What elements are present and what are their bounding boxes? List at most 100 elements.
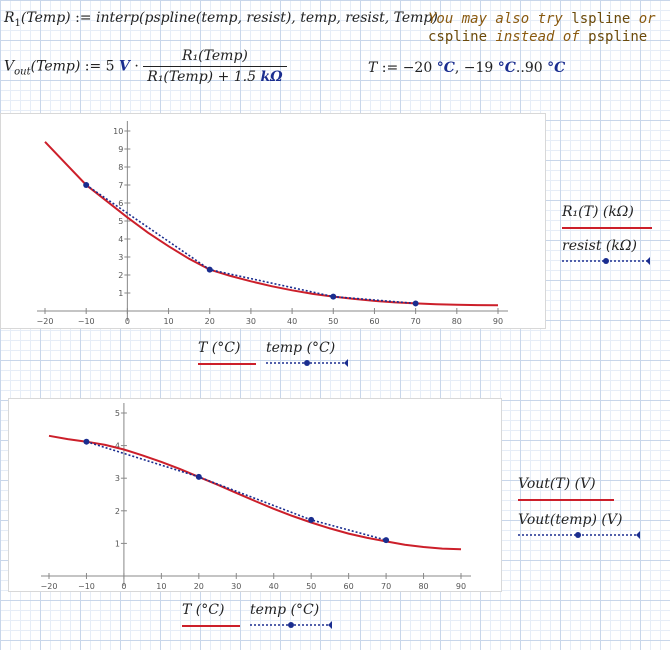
spline-note[interactable]: You may also try lspline or cspline inst…: [428, 10, 656, 46]
range-step: −19: [463, 60, 494, 76]
plot2-legend-item-temp: temp (°C): [250, 602, 334, 634]
note-code-pspline: pspline: [588, 29, 648, 45]
range-definition[interactable]: T := −20 °C, −19 °C..90 °C: [368, 60, 566, 76]
plot2-x-tick-label: 20: [194, 582, 204, 591]
vout-plot[interactable]: −20 −10 0 10 20 30 40 50 60 70 80 90 1 2 3 4 5: [8, 398, 502, 592]
plot2-legend-label-T: T (°C): [182, 602, 225, 618]
plot1-data-point: [412, 300, 419, 307]
range-start-unit: °C: [436, 60, 455, 76]
plot1-legend-item-temp: temp (°C): [266, 340, 350, 372]
r1-lhs-sub: 1: [14, 17, 21, 29]
plot2-data-point: [383, 537, 390, 544]
plot1-x-tick-label: 0: [125, 317, 130, 326]
range-end-unit: °C: [547, 60, 566, 76]
plot2-legend-item-vout-T: Vout(T) (V): [518, 476, 614, 508]
vout-lhs-sub: out: [14, 66, 31, 78]
resistance-plot-svg: −20 −10 0 10 20 30 40 50 60 70 80 90 1 2 3 4 5 6 7 8 9 10: [37, 121, 508, 326]
plot2-data-point: [83, 438, 90, 445]
plot2-y-tick-label: 4: [115, 442, 120, 451]
plot1-y-tick-label: 10: [113, 127, 123, 136]
plot2-y-tick-label: 2: [115, 507, 120, 516]
plot1-x-tick-label: 50: [328, 317, 338, 326]
plot2-x-tick-label: 30: [231, 582, 241, 591]
plot1-legend-bottom: T (°C) temp (°C): [194, 340, 354, 374]
plot2-x-tick-label: 60: [344, 582, 354, 591]
vout-lhs: V: [4, 58, 15, 75]
plot2-legend-bottom: T (°C) temp (°C): [178, 602, 338, 636]
plot1-y-tick-label: 4: [118, 235, 123, 244]
vout-denominator: R₁(Temp) + 1.5: [147, 69, 257, 85]
plot2-data-point: [195, 473, 202, 480]
plot2-series-curve: [48, 434, 462, 551]
note-code-cspline: cspline: [428, 29, 488, 45]
resistance-plot[interactable]: −20 −10 0 10 20 30 40 50 60 70 80 90 1 2 3 4 5 6 7 8 9 10: [0, 113, 546, 329]
plot2-x-tick-label: 70: [381, 582, 391, 591]
plot1-x-tick-label: 70: [411, 317, 421, 326]
plot1-x-tick-label: 90: [493, 317, 503, 326]
plot1-legend-label-temp: temp (°C): [266, 340, 336, 356]
vout-numerator: R₁(Temp): [143, 48, 287, 67]
plot1-data-point: [206, 266, 213, 273]
range-end: 90: [524, 60, 543, 76]
plot2-legend-right: Vout(T) (V) Vout(temp) (V): [514, 476, 644, 546]
r1-lhs-arg: (Temp): [20, 10, 71, 26]
plot2-y-tick-label: 1: [115, 539, 120, 548]
plot2-legend-label-vout-temp: Vout(temp) (V): [518, 512, 623, 528]
plot1-x-tick-label: 20: [205, 317, 215, 326]
plot1-data-point: [330, 293, 337, 300]
plot2-legend-swatch-solid: [518, 499, 614, 501]
plot1-legend-swatch-dotted: [562, 257, 650, 265]
note-text-1: You may also try: [428, 11, 572, 27]
note-text-3: instead of: [487, 29, 589, 45]
plot1-legend-label-resist: resist (kΩ): [562, 238, 637, 254]
plot1-y-tick-label: 2: [118, 271, 123, 280]
plot1-x-tick-label: −20: [37, 317, 54, 326]
plot2-x-tick-label: 80: [418, 582, 428, 591]
plot1-y-tick-label: 5: [118, 217, 123, 226]
range-assign: :=: [381, 60, 399, 76]
plot2-x-tick-label: 10: [156, 582, 166, 591]
plot1-x-tick-label: 60: [369, 317, 379, 326]
plot2-x-tick-label: −20: [41, 582, 58, 591]
r1-assign: :=: [75, 10, 92, 26]
plot1-x-tick-label: −10: [78, 317, 95, 326]
plot2-series-points-line: [86, 440, 387, 541]
plot1-legend-item-T: T (°C): [198, 340, 256, 372]
plot1-series-curve: [44, 141, 499, 307]
range-start: −20: [402, 60, 433, 76]
plot2-x-tick-label: 90: [456, 582, 466, 591]
vout-denominator-unit: kΩ: [260, 69, 283, 85]
vout-definition[interactable]: Vout(Temp) := 5 V · R₁(Temp) R₁(Temp) + …: [4, 48, 287, 85]
r1-rhs: interp(pspline(temp, resist), temp, resi…: [95, 10, 438, 26]
plot1-legend-T-swatch: [198, 363, 256, 365]
vout-lhs-arg: (Temp): [30, 58, 81, 75]
note-code-lspline: lspline: [571, 11, 631, 27]
plot1-x-tick-label: 10: [163, 317, 173, 326]
plot2-legend-item-vout-temp: Vout(temp) (V): [518, 512, 642, 544]
plot2-legend-item-T: T (°C): [182, 602, 240, 634]
plot1-y-tick-label: 9: [118, 145, 123, 154]
plot1-x-tick-label: 30: [246, 317, 256, 326]
plot1-legend-item-resist: resist (kΩ): [562, 238, 652, 270]
plot1-y-tick-label: 7: [118, 181, 123, 190]
plot1-y-tick-label: 8: [118, 163, 123, 172]
plot2-legend-label-vout-T: Vout(T) (V): [518, 476, 596, 492]
range-dots: ..: [515, 60, 525, 76]
plot1-legend-temp-swatch: [266, 359, 348, 367]
plot2-legend-T-swatch: [182, 625, 240, 627]
plot2-x-tick-label: 50: [306, 582, 316, 591]
plot1-y-tick-label: 3: [118, 253, 123, 262]
r1-lhs: R: [4, 10, 15, 26]
plot2-legend-temp-swatch: [250, 621, 332, 629]
vout-assign: :=: [84, 58, 102, 75]
vout-plot-svg: −20 −10 0 10 20 30 40 50 60 70 80 90 1 2 3 4 5: [41, 403, 471, 591]
plot2-legend-label-temp: temp (°C): [250, 602, 320, 618]
plot1-legend-swatch-solid: [562, 227, 652, 229]
plot1-x-tick-label: 80: [452, 317, 462, 326]
plot1-data-point: [83, 182, 90, 188]
plot1-y-tick-label: 6: [118, 199, 123, 208]
r1-definition[interactable]: R1(Temp) := interp(pspline(temp, resist)…: [4, 10, 438, 29]
range-step-unit: °C: [497, 60, 516, 76]
plot2-data-point: [308, 516, 315, 523]
plot1-legend-item-r1: R₁(T) (kΩ): [562, 204, 652, 236]
